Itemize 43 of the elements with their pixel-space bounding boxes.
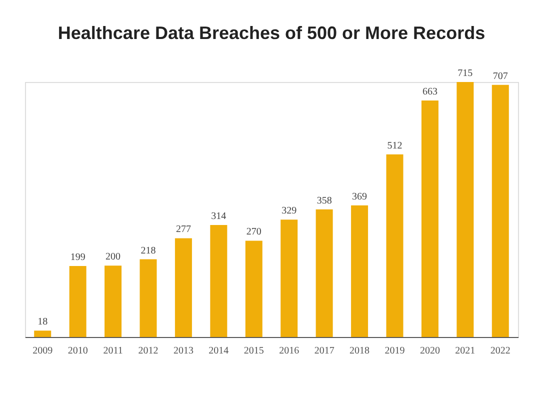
- bar: [316, 209, 333, 337]
- data-label: 358: [316, 195, 332, 206]
- x-tick-label: 2022: [490, 346, 510, 356]
- x-tick-label: 2019: [384, 346, 405, 356]
- data-label: 329: [282, 206, 297, 217]
- bar: [34, 330, 52, 337]
- x-tick-label: 2011: [103, 346, 123, 356]
- x-tick-label: 2018: [350, 346, 370, 356]
- data-label: 218: [140, 245, 156, 256]
- bar: [104, 266, 122, 337]
- bar: [280, 220, 298, 337]
- x-tick-label: 2013: [173, 346, 194, 356]
- bar: [174, 238, 192, 337]
- data-label: 715: [458, 68, 473, 79]
- bar: [140, 259, 157, 337]
- chart-title: Healthcare Data Breaches of 500 or More Records: [58, 23, 486, 43]
- data-label: 200: [106, 252, 121, 263]
- bar: [245, 240, 262, 337]
- data-label: 270: [246, 226, 262, 238]
- bar: [210, 225, 228, 337]
- data-label: 707: [492, 70, 508, 82]
- bar: [421, 100, 438, 337]
- bar: [69, 266, 86, 337]
- x-tick-label: 2015: [244, 346, 264, 356]
- data-label: 314: [211, 211, 226, 222]
- bar: [492, 84, 509, 337]
- x-tick-label: 2017: [314, 346, 334, 356]
- x-tick-label: 2016: [279, 346, 300, 356]
- data-label: 512: [387, 140, 402, 152]
- x-tick-label: 2021: [455, 346, 476, 356]
- x-tick-label: 2020: [420, 346, 440, 356]
- data-label: 663: [422, 86, 438, 98]
- data-label: 199: [70, 252, 86, 264]
- bar: [351, 205, 368, 337]
- x-tick-label: 2010: [68, 346, 88, 356]
- x-tick-label: 2014: [208, 346, 229, 356]
- data-label: 369: [352, 191, 368, 202]
- data-label: 18: [38, 316, 48, 328]
- bar: [456, 82, 474, 337]
- x-tick-label: 2012: [138, 346, 158, 356]
- data-label: 277: [176, 224, 191, 236]
- x-tick-label: 2009: [32, 346, 53, 356]
- bar: [386, 154, 404, 337]
